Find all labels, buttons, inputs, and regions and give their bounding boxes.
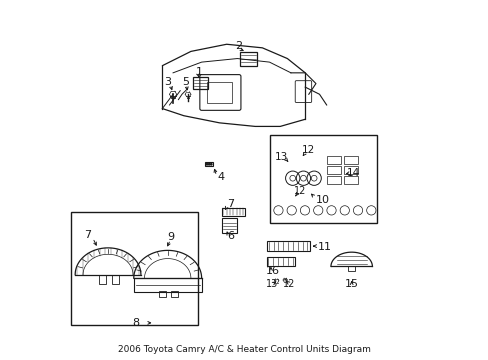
Text: 4: 4 [217,172,224,182]
Text: 10: 10 [315,195,329,204]
Text: 13: 13 [274,152,287,162]
Text: 11: 11 [317,242,331,252]
Text: 7: 7 [226,199,233,209]
Text: 12: 12 [302,145,315,156]
Text: 13: 13 [265,279,278,289]
Text: 12: 12 [283,279,295,289]
Text: 14: 14 [346,168,359,178]
Text: 7: 7 [84,230,91,240]
Circle shape [206,163,207,165]
Text: 15: 15 [344,279,358,289]
Text: 12: 12 [293,186,306,197]
Text: 5: 5 [182,77,189,87]
Circle shape [210,163,212,165]
Text: 1: 1 [196,67,203,77]
Text: 3: 3 [164,77,171,87]
Text: 6: 6 [227,231,234,242]
Text: 9: 9 [167,232,175,242]
Text: 2: 2 [235,41,242,51]
Text: 16: 16 [265,266,279,276]
Circle shape [208,163,209,165]
Text: 2006 Toyota Camry A/C & Heater Control Units Diagram: 2006 Toyota Camry A/C & Heater Control U… [118,345,370,354]
Text: 8: 8 [132,318,139,328]
